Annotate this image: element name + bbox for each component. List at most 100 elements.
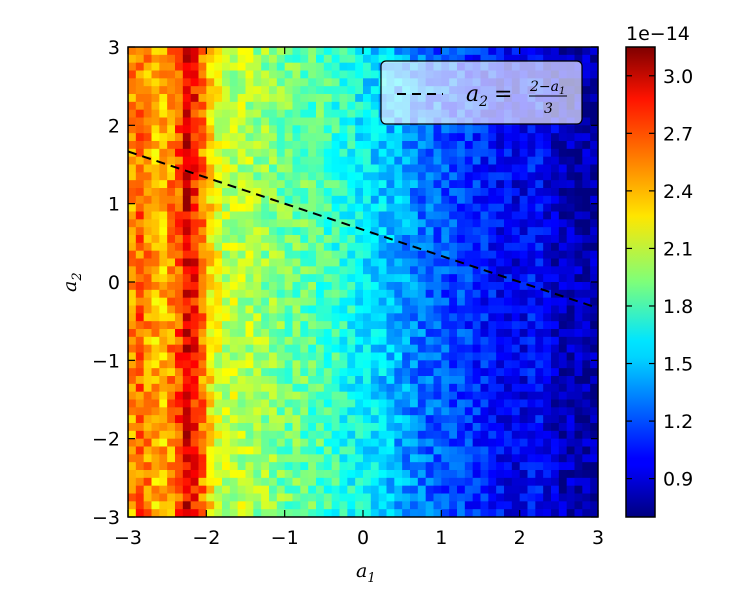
heatmap-cell	[425, 485, 434, 494]
heatmap-cell	[135, 86, 145, 95]
heatmap-cell	[504, 266, 513, 275]
heatmap-cell	[519, 227, 528, 236]
heatmap-cell	[182, 219, 192, 228]
heatmap-cell	[300, 305, 309, 314]
heatmap-cell	[363, 70, 372, 79]
heatmap-cell	[190, 352, 199, 361]
heatmap-cell	[363, 78, 372, 87]
heatmap-cell	[261, 391, 270, 400]
heatmap-cell	[574, 368, 583, 377]
heatmap-cell	[441, 423, 450, 432]
heatmap-cell	[590, 485, 598, 494]
heatmap-cell	[206, 462, 215, 471]
heatmap-cell	[245, 329, 254, 338]
heatmap-cell	[527, 274, 536, 283]
heatmap-cell	[284, 195, 293, 205]
heatmap-cell	[355, 376, 364, 385]
heatmap-cell	[519, 454, 528, 463]
heatmap-cell	[449, 141, 458, 150]
heatmap-cell	[261, 493, 270, 502]
heatmap-cell	[245, 376, 254, 385]
heatmap-cell	[253, 78, 262, 87]
heatmap-cell	[237, 423, 246, 432]
heatmap-cell	[464, 352, 474, 361]
heatmap-cell	[457, 164, 466, 173]
heatmap-cell	[551, 344, 560, 353]
heatmap-cell	[551, 383, 560, 393]
heatmap-cell	[190, 54, 199, 64]
heatmap-cell	[464, 344, 474, 353]
heatmap-cell	[417, 313, 427, 322]
heatmap-cell	[410, 164, 419, 173]
heatmap-cell	[504, 493, 513, 502]
heatmap-cell	[582, 125, 591, 134]
heatmap-cell	[292, 156, 301, 165]
heatmap-cell	[237, 509, 246, 517]
heatmap-cell	[566, 164, 575, 173]
heatmap-cell	[151, 148, 160, 158]
heatmap-cell	[214, 368, 223, 377]
heatmap-cell	[206, 70, 215, 79]
heatmap-cell	[441, 54, 450, 64]
heatmap-cell	[245, 391, 254, 400]
heatmap-cell	[472, 274, 481, 283]
heatmap-cell	[535, 250, 544, 259]
heatmap-cell	[511, 329, 521, 338]
heatmap-cell	[535, 156, 544, 165]
legend-subscript: 2	[478, 94, 488, 110]
heatmap-cell	[284, 352, 293, 361]
heatmap-cell	[128, 156, 137, 165]
heatmap-cell	[167, 454, 176, 463]
heatmap-cell	[378, 235, 387, 244]
heatmap-cell	[151, 172, 160, 181]
heatmap-cell	[433, 344, 442, 353]
heatmap-cell	[159, 329, 168, 338]
heatmap-cell	[347, 493, 356, 502]
heatmap-cell	[190, 227, 199, 236]
heatmap-cell	[558, 235, 568, 244]
heatmap-cell	[417, 235, 427, 244]
heatmap-cell	[151, 282, 160, 291]
heatmap-cell	[535, 344, 544, 353]
heatmap-cell	[433, 383, 442, 393]
heatmap-cell	[558, 258, 568, 267]
heatmap-cell	[535, 383, 544, 393]
heatmap-cell	[222, 172, 231, 181]
heatmap-cell	[198, 297, 207, 306]
heatmap-cell	[551, 305, 560, 314]
heatmap-cell	[590, 211, 598, 220]
heatmap-cell	[449, 430, 458, 440]
heatmap-cell	[339, 454, 348, 463]
heatmap-cell	[135, 54, 145, 64]
heatmap-cell	[190, 477, 199, 487]
heatmap-cell	[261, 164, 270, 173]
heatmap-cell	[292, 78, 301, 87]
heatmap-cell	[410, 250, 419, 259]
heatmap-cell	[143, 101, 152, 111]
heatmap-cell	[558, 360, 568, 369]
heatmap-cell	[582, 313, 591, 322]
heatmap-cell	[261, 274, 270, 283]
heatmap-cell	[151, 242, 160, 252]
heatmap-cell	[135, 470, 145, 479]
heatmap-cell	[276, 117, 286, 126]
heatmap-cell	[511, 485, 521, 494]
heatmap-cell	[284, 282, 293, 291]
heatmap-cell	[143, 180, 152, 189]
heatmap-cell	[378, 321, 387, 330]
heatmap-cell	[551, 415, 560, 424]
heatmap-cell	[167, 368, 176, 377]
heatmap-cell	[355, 415, 364, 424]
heatmap-cell	[433, 462, 442, 471]
heatmap-cell	[135, 493, 145, 502]
heatmap-cell	[394, 282, 403, 291]
heatmap-cell	[331, 54, 340, 64]
heatmap-cell	[316, 470, 325, 479]
heatmap-cell	[261, 415, 270, 424]
heatmap-cell	[425, 305, 434, 314]
heatmap-cell	[378, 250, 387, 259]
heatmap-cell	[151, 195, 160, 205]
heatmap-cell	[464, 235, 474, 244]
heatmap-cell	[590, 470, 598, 479]
heatmap-cell	[175, 438, 184, 447]
